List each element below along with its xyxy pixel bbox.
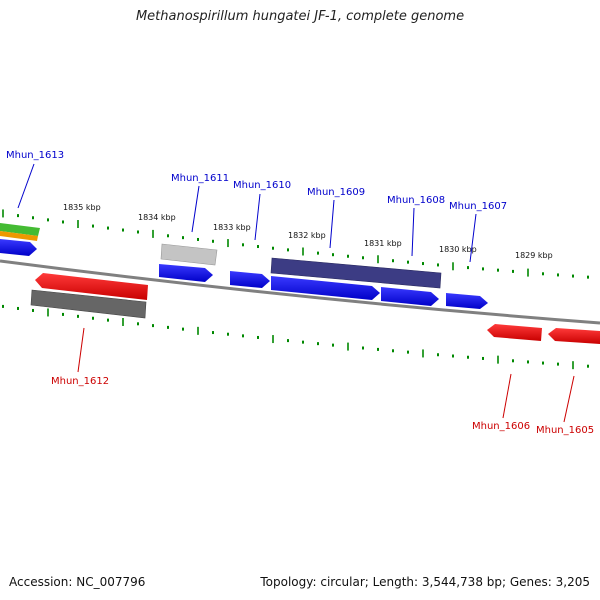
gene-label-forward: Mhun_1611 <box>171 173 229 184</box>
leader-line <box>191 185 200 233</box>
gene-arrow-reverse <box>487 324 542 341</box>
gene-label-forward: Mhun_1609 <box>307 187 365 198</box>
kbp-label: 1835 kbp <box>63 203 101 212</box>
leader-line <box>17 163 35 209</box>
kbp-label: 1834 kbp <box>138 213 176 222</box>
gene-arrow-reverse <box>35 273 148 300</box>
gene-arrow-forward <box>271 276 380 300</box>
gene-label-forward: Mhun_1613 <box>6 150 64 161</box>
gene-label-forward: Mhun_1608 <box>387 195 445 206</box>
genome-backbone <box>0 259 600 325</box>
gene-feature-orange <box>0 231 38 241</box>
accession-label: Accession: NC_007796 <box>9 575 146 589</box>
genome-summary: Topology: circular; Length: 3,544,738 bp… <box>260 575 590 589</box>
leader-line <box>563 375 575 423</box>
gene-feature-gray <box>160 243 218 266</box>
kbp-label: 1833 kbp <box>213 223 251 232</box>
gene-label-forward: Mhun_1607 <box>449 201 507 212</box>
outer-tick-ring <box>2 209 589 279</box>
gene-arrow-forward <box>230 271 270 288</box>
map-title: Methanospirillum hungatei JF-1, complete… <box>135 9 465 24</box>
kbp-label: 1830 kbp <box>439 245 477 254</box>
gene-label-reverse: Mhun_1606 <box>472 421 530 432</box>
gene-feature-darkgray <box>30 289 147 319</box>
leader-line <box>502 373 512 419</box>
kbp-label: 1829 kbp <box>515 251 553 260</box>
leader-line <box>469 213 477 263</box>
gene-label-reverse: Mhun_1612 <box>51 376 109 387</box>
gene-arrow-forward <box>159 264 213 282</box>
gene-feature-green <box>0 223 40 236</box>
gene-label-forward: Mhun_1610 <box>233 180 291 191</box>
gene-arrow-forward <box>446 293 488 309</box>
gene-feature-dark <box>270 257 442 289</box>
gene-arrow-reverse <box>548 328 600 344</box>
kbp-label: 1832 kbp <box>288 231 326 240</box>
leader-line <box>254 193 261 241</box>
leader-line <box>77 327 85 373</box>
gene-label-reverse: Mhun_1605 <box>536 425 594 436</box>
inner-tick-ring <box>2 304 589 370</box>
gene-arrow-forward <box>381 287 439 306</box>
gene-arrow-forward <box>0 239 37 256</box>
leader-line <box>329 199 335 249</box>
leader-line <box>411 207 415 257</box>
kbp-label: 1831 kbp <box>364 239 402 248</box>
